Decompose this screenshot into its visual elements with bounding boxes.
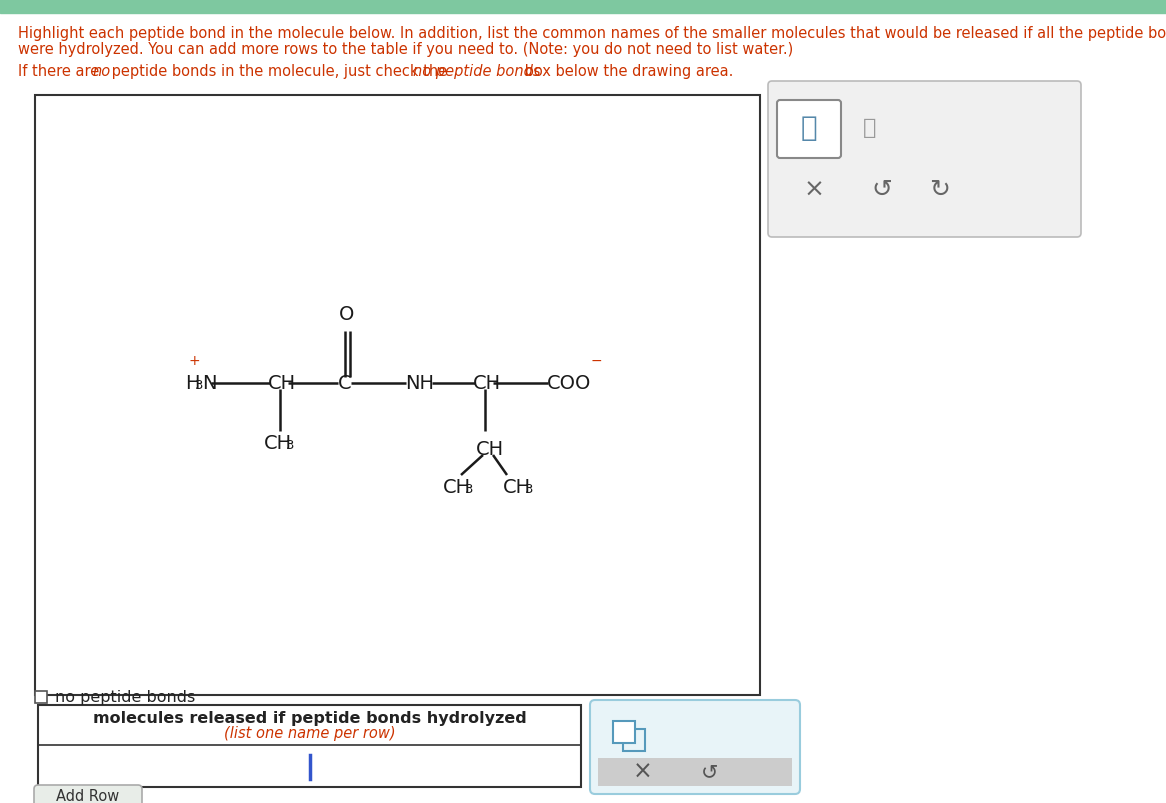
Text: +: + <box>189 353 201 368</box>
Bar <box>0 0 1166 14</box>
Text: ×: × <box>633 759 653 783</box>
Bar <box>35 691 47 703</box>
Text: no: no <box>92 64 111 79</box>
Text: ×: × <box>803 177 824 202</box>
Text: no peptide bonds: no peptide bonds <box>413 64 541 79</box>
Text: 3: 3 <box>525 483 534 495</box>
Text: 3: 3 <box>286 438 295 451</box>
FancyBboxPatch shape <box>768 82 1081 238</box>
Text: peptide bonds in the molecule, just check the: peptide bonds in the molecule, just chec… <box>107 64 452 79</box>
Text: Highlight each peptide bond in the molecule below. In addition, list the common : Highlight each peptide bond in the molec… <box>17 26 1166 41</box>
Bar <box>38 705 581 787</box>
Text: 🗑: 🗑 <box>863 118 877 138</box>
Text: 🖉: 🖉 <box>801 114 817 142</box>
Text: CH: CH <box>473 374 501 393</box>
Text: CH: CH <box>503 478 532 496</box>
Text: 3: 3 <box>195 379 204 392</box>
Text: CH: CH <box>443 478 471 496</box>
Bar <box>613 721 635 743</box>
Text: no peptide bonds: no peptide bonds <box>55 690 195 704</box>
Text: ↻: ↻ <box>929 177 950 202</box>
FancyBboxPatch shape <box>590 700 800 794</box>
Text: COO: COO <box>547 374 591 393</box>
Bar <box>35 96 760 695</box>
Text: C: C <box>338 374 352 393</box>
Text: ↺: ↺ <box>701 761 718 781</box>
Text: −: − <box>591 353 603 368</box>
Text: CH: CH <box>476 439 504 459</box>
FancyBboxPatch shape <box>34 785 142 803</box>
Text: CH: CH <box>264 434 293 452</box>
Text: O: O <box>339 304 354 324</box>
Text: NH: NH <box>405 374 434 393</box>
Text: molecules released if peptide bonds hydrolyzed: molecules released if peptide bonds hydr… <box>92 711 526 726</box>
Text: If there are: If there are <box>17 64 104 79</box>
Text: CH: CH <box>268 374 296 393</box>
Text: H: H <box>185 374 199 393</box>
Bar <box>623 729 645 751</box>
Text: Add Row: Add Row <box>56 789 120 803</box>
Text: ↺: ↺ <box>871 177 892 202</box>
Bar <box>598 758 792 786</box>
Text: were hydrolyzed. You can add more rows to the table if you need to. (Note: you d: were hydrolyzed. You can add more rows t… <box>17 42 793 57</box>
Text: (list one name per row): (list one name per row) <box>224 726 395 740</box>
Text: N: N <box>202 374 217 393</box>
FancyBboxPatch shape <box>777 101 841 159</box>
Text: box below the drawing area.: box below the drawing area. <box>520 64 733 79</box>
Text: 3: 3 <box>465 483 473 495</box>
